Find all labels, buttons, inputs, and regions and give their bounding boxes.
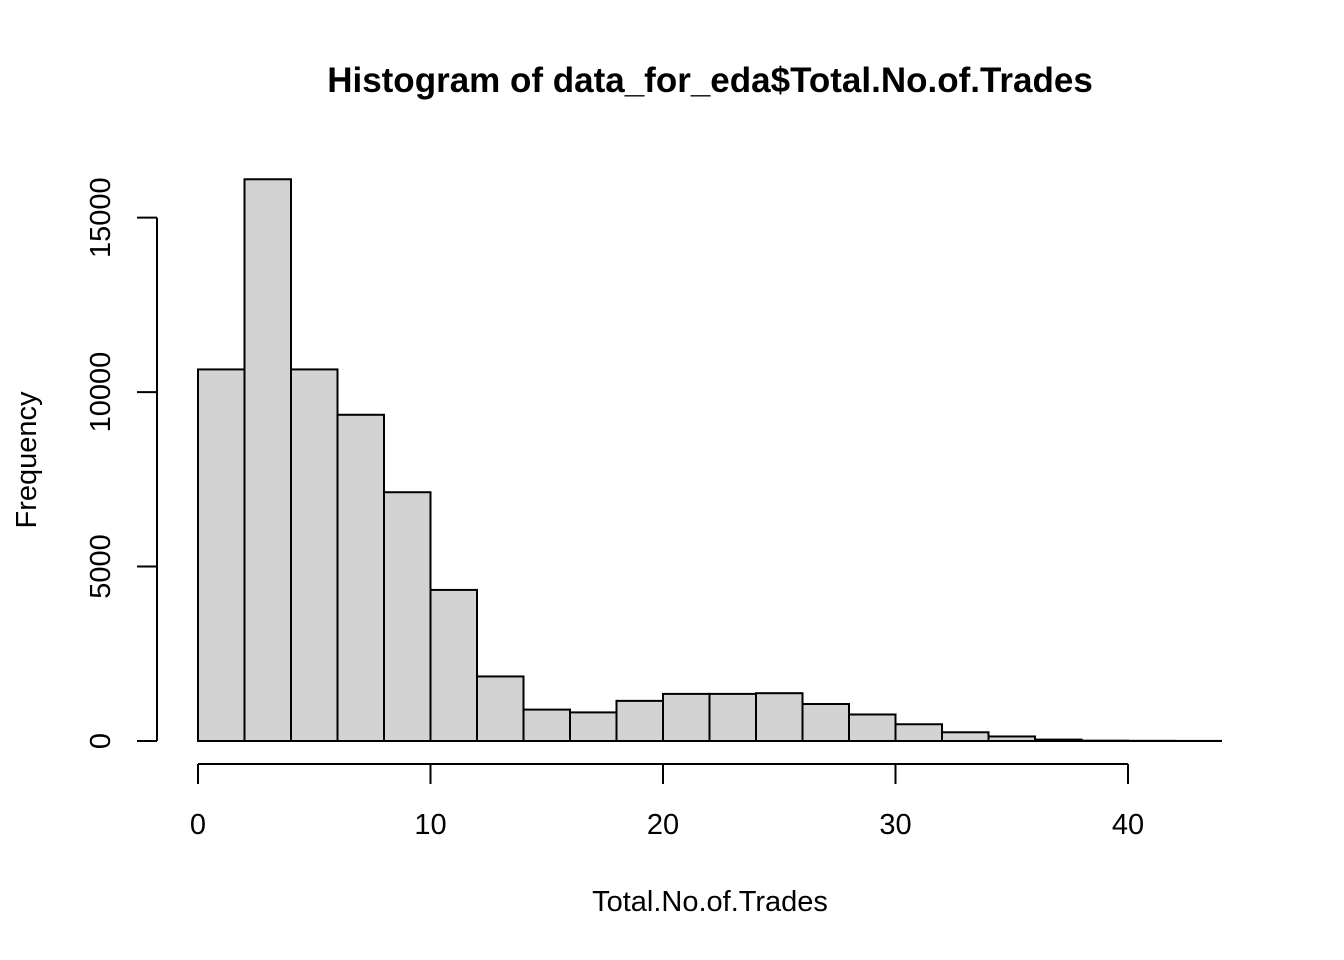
histogram-bar	[941, 731, 990, 743]
histogram-bar	[1034, 738, 1083, 742]
x-tick-label: 30	[879, 809, 911, 841]
histogram-bar	[290, 368, 339, 742]
x-tick-label: 10	[414, 809, 446, 841]
histogram-bar	[615, 699, 664, 743]
histogram-bar	[243, 178, 292, 742]
histogram-bar	[848, 713, 897, 742]
histogram-bar	[383, 491, 432, 743]
x-axis-label: Total.No.of.Trades	[592, 886, 828, 918]
y-tick-label: 0	[85, 733, 117, 749]
chart-title: Histogram of data_for_eda$Total.No.of.Tr…	[327, 61, 1093, 100]
y-axis: 0 5000 10000 15000	[85, 177, 158, 749]
histogram-bar	[708, 692, 757, 742]
histogram-bar	[429, 588, 478, 742]
y-tick-label: 5000	[85, 534, 117, 599]
histogram-bar	[336, 413, 385, 742]
y-tick-label: 15000	[85, 177, 117, 258]
histogram-bar	[476, 675, 525, 742]
y-tick-label: 10000	[85, 352, 117, 433]
histogram-bar	[522, 708, 571, 742]
y-axis-label: Frequency	[11, 391, 43, 529]
histogram-bar	[801, 703, 850, 742]
histogram-bar	[894, 723, 943, 743]
x-tick-label: 40	[1112, 809, 1144, 841]
x-tick-label: 0	[190, 809, 206, 841]
histogram-bar	[197, 368, 246, 742]
x-tick-label: 20	[647, 809, 679, 841]
histogram-bars	[197, 178, 1222, 743]
histogram-bar	[569, 711, 618, 742]
x-axis: 0 10 20 30 40	[190, 763, 1144, 841]
histogram-bar	[987, 735, 1036, 742]
histogram-bar	[755, 692, 804, 742]
histogram-bar	[662, 692, 711, 742]
